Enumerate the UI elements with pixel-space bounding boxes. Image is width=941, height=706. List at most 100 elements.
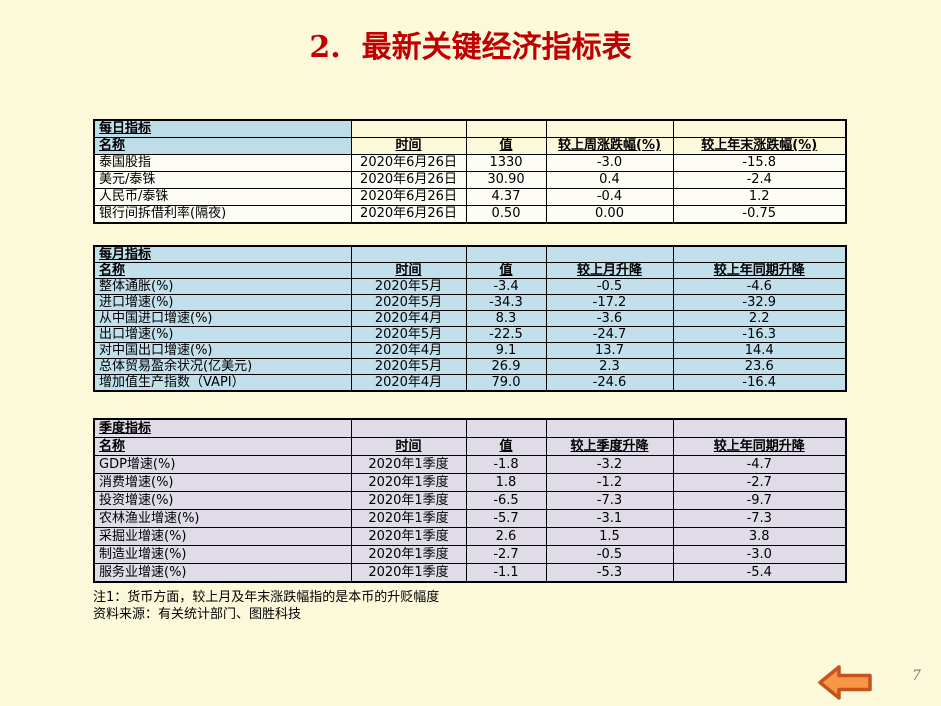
column-header-cell: 较上年同期升降 xyxy=(672,262,847,279)
value-cell: -17.2 xyxy=(545,294,674,311)
value-cell: -5.4 xyxy=(672,563,847,583)
section-title-cell: 每月指标 xyxy=(93,245,352,263)
monthly-indicators-grid: 每月指标 名称 时间值较上月升降 较上年同期升降 整体通胀(%) 2020年5月 -3.4-… xyxy=(93,245,847,392)
column-header-row: 名称 时间值较上季度升降 较上年同期升降 xyxy=(93,437,847,456)
value-cell: -3.4 xyxy=(465,278,547,295)
footnote-currency-note: 注1：货币方面，较上月及年末涨跌幅指的是本币的升贬幅度 xyxy=(93,590,440,605)
empty-cell xyxy=(545,245,674,263)
column-header-cell: 较上周涨跌幅(%) xyxy=(545,137,674,155)
value-cell: 0.50 xyxy=(465,205,547,224)
value-cell: 2020年1季度 xyxy=(350,509,467,528)
value-cell: 2020年4月 xyxy=(350,342,467,359)
column-header-row: 名称 时间值较上周涨跌幅(%) 较上年末涨跌幅(%) xyxy=(93,137,847,155)
value-cell: 0.4 xyxy=(545,171,674,189)
table-row: 整体通胀(%) 2020年5月 -3.4 -0.5 -4.6 xyxy=(93,278,847,295)
row-label-cell: 泰国股指 xyxy=(93,154,352,172)
value-cell: 1.2 xyxy=(672,188,847,206)
value-cell: -3.0 xyxy=(545,154,674,172)
empty-cell xyxy=(672,119,847,138)
section-title-cell: 季度指标 xyxy=(93,418,352,438)
value-cell: 14.4 xyxy=(672,342,847,359)
value-cell: 2020年1季度 xyxy=(350,527,467,546)
value-cell: -34.3 xyxy=(465,294,547,311)
back-arrow-button[interactable] xyxy=(817,663,874,702)
value-cell: -16.4 xyxy=(672,374,847,392)
value-cell: 0.00 xyxy=(545,205,674,224)
daily-indicators-table: 每日指标 名称 时间值较上周涨跌幅(%) 较上年末涨跌幅(%) 泰国股指 2020年6月2… xyxy=(93,119,847,224)
left-arrow-icon[interactable] xyxy=(818,665,872,700)
value-cell: 2020年1季度 xyxy=(350,491,467,510)
table-row: 银行间拆借利率(隔夜) 2020年6月26日 0.50 0.00 -0.75 xyxy=(93,205,847,224)
value-cell: 2020年6月26日 xyxy=(350,205,467,224)
column-header-cell: 名称 xyxy=(93,437,352,456)
section-title-row: 每日指标 xyxy=(93,119,847,138)
column-header-cell: 值 xyxy=(465,262,547,279)
value-cell: -9.7 xyxy=(672,491,847,510)
table-row: 泰国股指 2020年6月26日 1330 -3.0 -15.8 xyxy=(93,154,847,172)
value-cell: 30.90 xyxy=(465,171,547,189)
row-label-cell: 整体通胀(%) xyxy=(93,278,352,295)
table-row: 投资增速(%) 2020年1季度 -6.5 -7.3 -9.7 xyxy=(93,491,847,510)
value-cell: 9.1 xyxy=(465,342,547,359)
value-cell: 8.3 xyxy=(465,310,547,327)
value-cell: -5.3 xyxy=(545,563,674,583)
row-label-cell: 制造业增速(%) xyxy=(93,545,352,564)
table-row: 出口增速(%) 2020年5月 -22.5 -24.7 -16.3 xyxy=(93,326,847,343)
page-number: 7 xyxy=(912,668,921,684)
table-row: 从中国进口增速(%) 2020年4月 8.3 -3.6 2.2 xyxy=(93,310,847,327)
empty-cell xyxy=(465,418,547,438)
value-cell: 2020年6月26日 xyxy=(350,171,467,189)
row-label-cell: 总体贸易盈余状况(亿美元) xyxy=(93,358,352,375)
table-row: GDP增速(%) 2020年1季度 -1.8 -3.2 -4.7 xyxy=(93,455,847,474)
value-cell: 2.3 xyxy=(545,358,674,375)
empty-cell xyxy=(350,119,467,138)
column-header-cell: 较上月升降 xyxy=(545,262,674,279)
value-cell: 1330 xyxy=(465,154,547,172)
column-header-cell: 时间 xyxy=(350,137,467,155)
value-cell: 23.6 xyxy=(672,358,847,375)
section-title-cell: 每日指标 xyxy=(93,119,352,138)
table-row: 农林渔业增速(%) 2020年1季度 -5.7 -3.1 -7.3 xyxy=(93,509,847,528)
empty-cell xyxy=(350,245,467,263)
value-cell: 26.9 xyxy=(465,358,547,375)
value-cell: 2020年4月 xyxy=(350,310,467,327)
value-cell: 2020年5月 xyxy=(350,278,467,295)
monthly-indicators-table: 每月指标 名称 时间值较上月升降 较上年同期升降 整体通胀(%) 2020年5月 -3.4-… xyxy=(93,245,847,392)
column-header-cell: 较上年同期升降 xyxy=(672,437,847,456)
value-cell: -22.5 xyxy=(465,326,547,343)
value-cell: 2020年5月 xyxy=(350,294,467,311)
section-title-row: 每月指标 xyxy=(93,245,847,263)
column-header-row: 名称 时间值较上月升降 较上年同期升降 xyxy=(93,262,847,279)
empty-cell xyxy=(545,418,674,438)
daily-indicators-grid: 每日指标 名称 时间值较上周涨跌幅(%) 较上年末涨跌幅(%) 泰国股指 2020年6月2… xyxy=(93,119,847,224)
column-header-cell: 名称 xyxy=(93,137,352,155)
table-row: 服务业增速(%) 2020年1季度 -1.1 -5.3 -5.4 xyxy=(93,563,847,583)
value-cell: -2.7 xyxy=(672,473,847,492)
row-label-cell: 消费增速(%) xyxy=(93,473,352,492)
row-label-cell: 增加值生产指数（VAPI） xyxy=(93,374,352,392)
empty-cell xyxy=(465,119,547,138)
column-header-cell: 时间 xyxy=(350,437,467,456)
empty-cell xyxy=(465,245,547,263)
table-row: 人民币/泰铢 2020年6月26日 4.37 -0.4 1.2 xyxy=(93,188,847,206)
row-label-cell: 进口增速(%) xyxy=(93,294,352,311)
column-header-cell: 时间 xyxy=(350,262,467,279)
row-label-cell: 服务业增速(%) xyxy=(93,563,352,583)
section-title-row: 季度指标 xyxy=(93,418,847,438)
table-row: 总体贸易盈余状况(亿美元) 2020年5月 26.9 2.3 23.6 xyxy=(93,358,847,375)
row-label-cell: 农林渔业增速(%) xyxy=(93,509,352,528)
value-cell: 79.0 xyxy=(465,374,547,392)
row-label-cell: 从中国进口增速(%) xyxy=(93,310,352,327)
value-cell: 2020年6月26日 xyxy=(350,154,467,172)
empty-cell xyxy=(672,245,847,263)
row-label-cell: 对中国出口增速(%) xyxy=(93,342,352,359)
value-cell: -2.7 xyxy=(465,545,547,564)
value-cell: -24.6 xyxy=(545,374,674,392)
value-cell: -2.4 xyxy=(672,171,847,189)
value-cell: -4.6 xyxy=(672,278,847,295)
table-row: 进口增速(%) 2020年5月 -34.3 -17.2 -32.9 xyxy=(93,294,847,311)
table-row: 增加值生产指数（VAPI） 2020年4月 79.0 -24.6 -16.4 xyxy=(93,374,847,392)
table-row: 对中国出口增速(%) 2020年4月 9.1 13.7 14.4 xyxy=(93,342,847,359)
quarterly-indicators-grid: 季度指标 名称 时间值较上季度升降 较上年同期升降 GDP增速(%) 2020年1季度 -1… xyxy=(93,418,847,583)
table-row: 消费增速(%) 2020年1季度 1.8 -1.2 -2.7 xyxy=(93,473,847,492)
